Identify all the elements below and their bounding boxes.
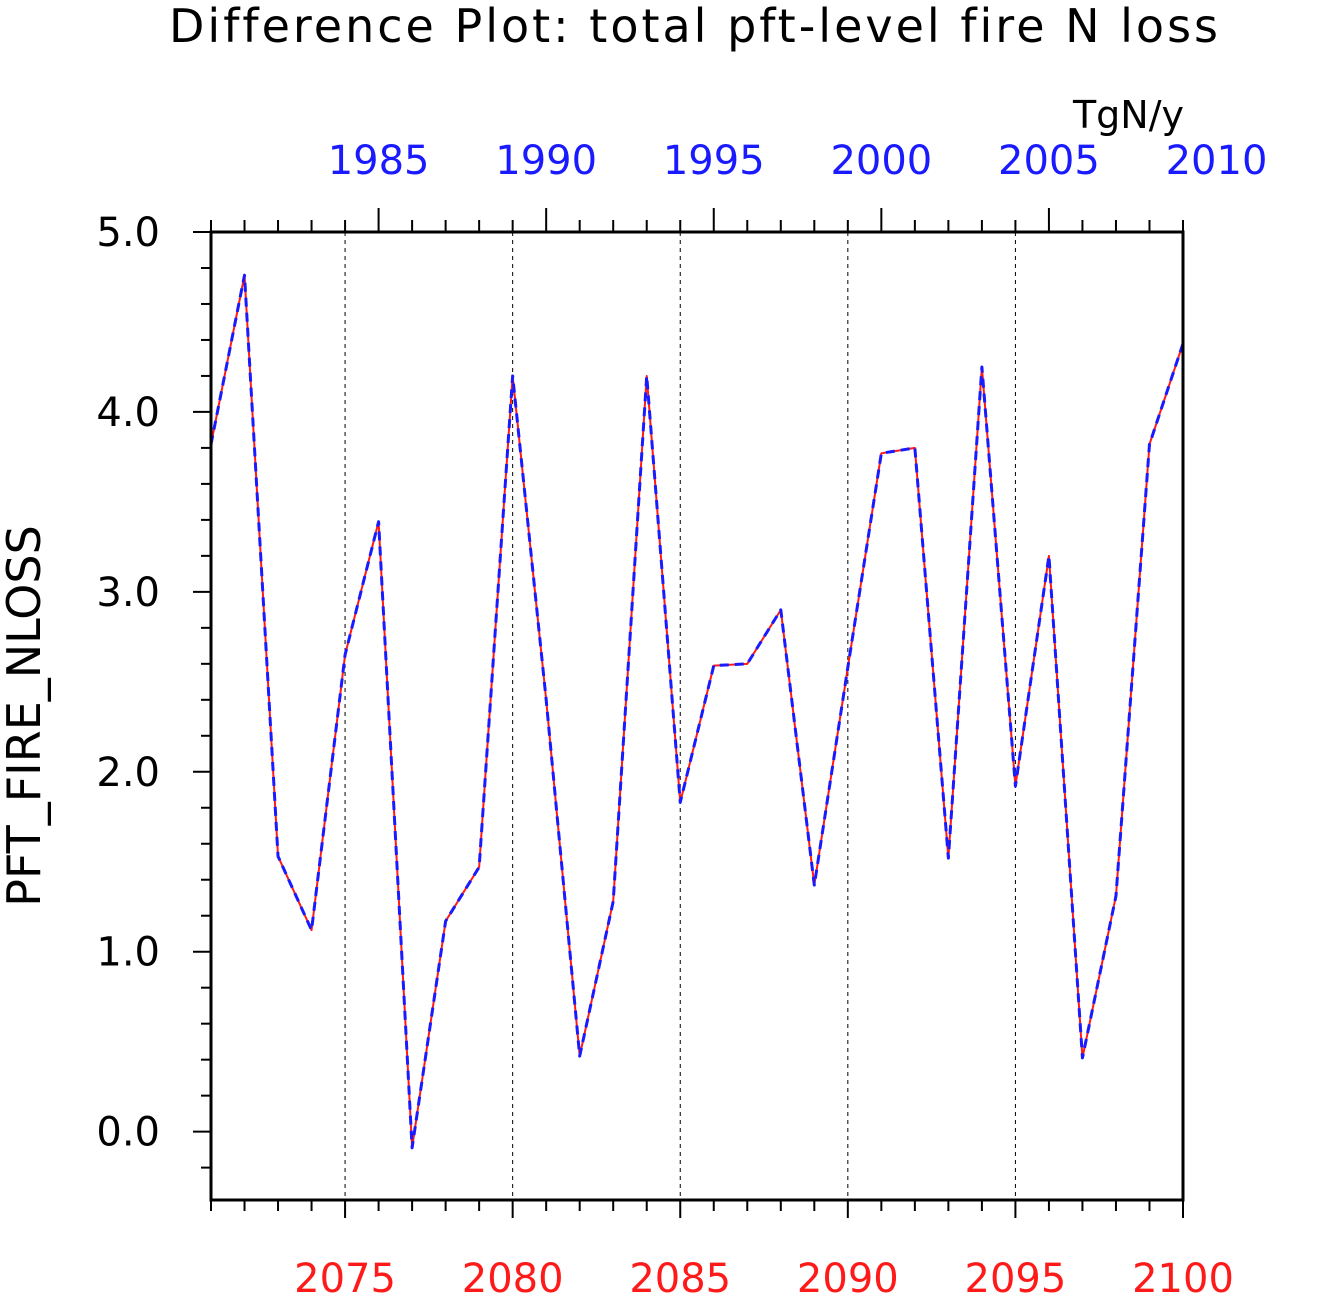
y-tick-label: 5.0	[96, 210, 160, 256]
series-line-2	[209, 273, 1185, 1150]
y-tick-label: 1.0	[96, 930, 160, 976]
grid-lines	[344, 232, 1016, 1200]
x-top-tick-label: 2005	[998, 138, 1100, 184]
x-top-tick-label: 2000	[830, 138, 932, 184]
y-tick-label: 2.0	[96, 750, 160, 796]
chart-title: Difference Plot: total pft-level fire N …	[169, 0, 1221, 53]
y-tick-label: 4.0	[96, 390, 160, 436]
plot-frame	[209, 230, 1185, 1202]
x-bottom-tick-label: 2075	[294, 1256, 396, 1293]
y-axis-label: PFT_FIRE_NLOSS	[0, 525, 51, 907]
tick-labels: 2075 2080 2085 2090 2095 2100 1985 1990 1995 2000…	[96, 138, 1267, 1293]
axis-ticks	[193, 208, 1184, 1218]
x-top-tick-label: 2010	[1166, 138, 1268, 184]
x-bottom-tick-label: 2095	[965, 1256, 1067, 1293]
series-line-1	[210, 274, 1184, 1149]
units-label: TgN/y	[1072, 93, 1184, 137]
x-bottom-tick-label: 2080	[462, 1256, 564, 1293]
x-bottom-tick-label: 2090	[797, 1256, 899, 1293]
y-tick-label: 0.0	[96, 1110, 160, 1156]
x-bottom-tick-label: 2100	[1132, 1256, 1234, 1293]
x-top-tick-label: 1995	[663, 138, 765, 184]
x-bottom-tick-label: 2085	[629, 1256, 731, 1293]
y-tick-label: 3.0	[96, 570, 160, 616]
series-lines	[209, 273, 1185, 1150]
x-top-tick-label: 1985	[328, 138, 430, 184]
x-top-tick-label: 1990	[495, 138, 597, 184]
